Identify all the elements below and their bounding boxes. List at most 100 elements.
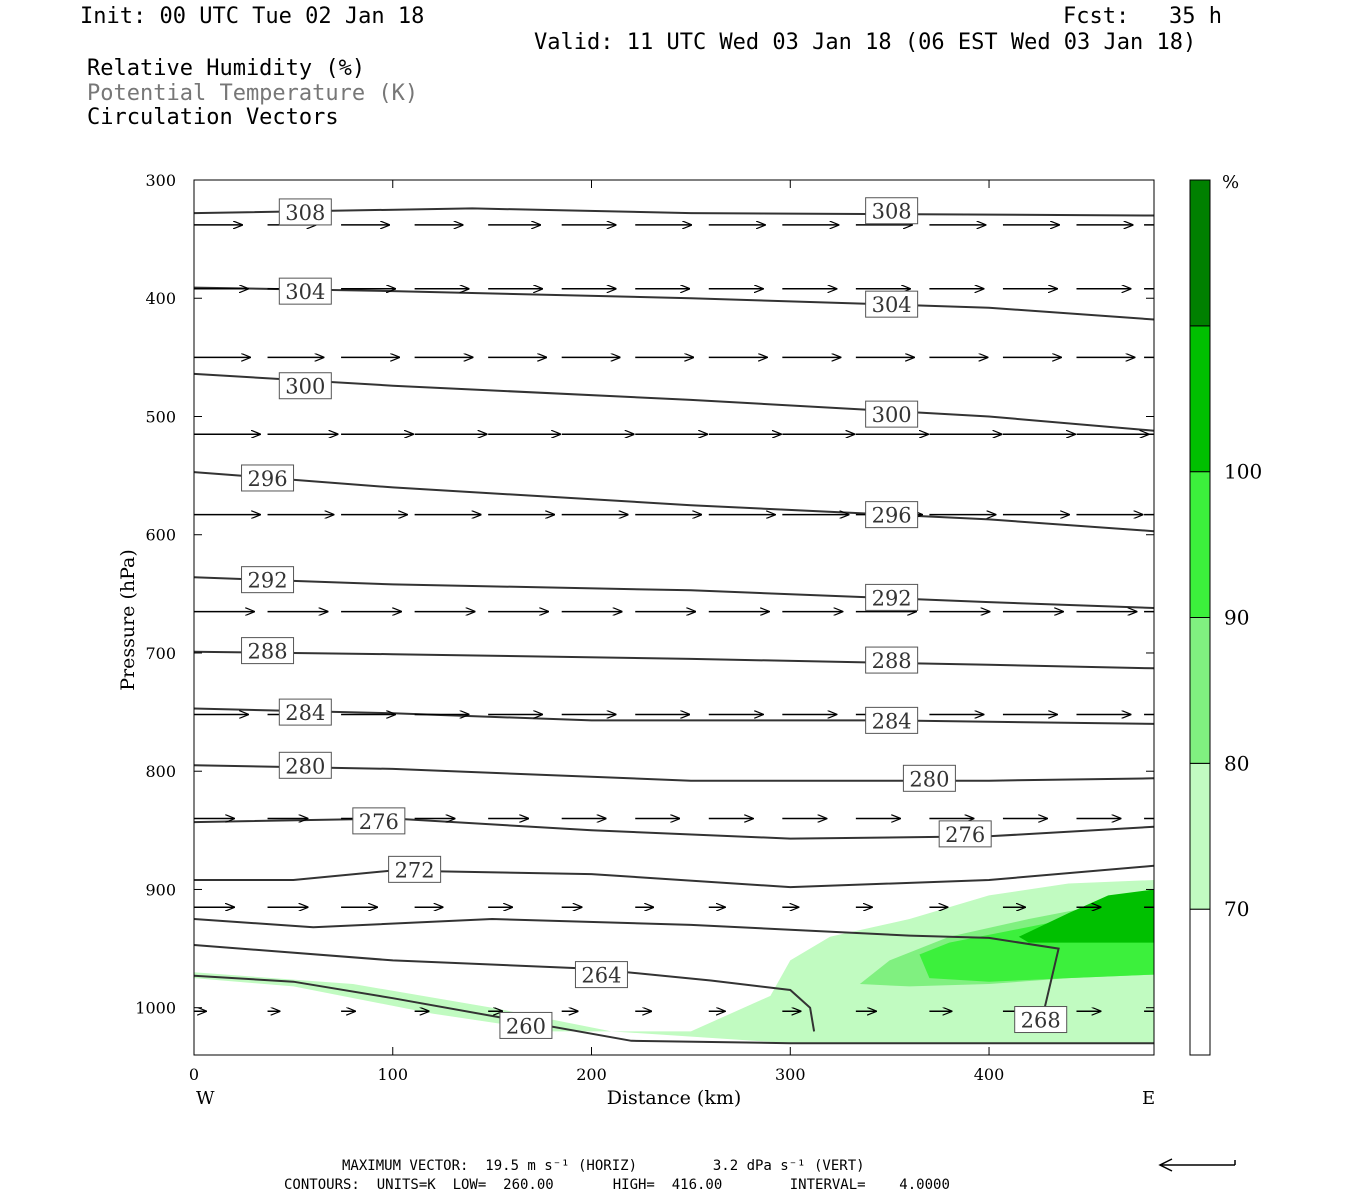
y-tick-label: 500 — [145, 407, 176, 426]
theta-label-268: 268 — [1014, 1006, 1068, 1034]
theta-contour-276 — [194, 817, 1154, 840]
theta-label-280: 280 — [902, 764, 956, 792]
rh-scale-label: 80 — [1224, 751, 1249, 775]
theta-label-264: 264 — [574, 961, 628, 989]
theta-label-284: 284 — [278, 698, 332, 726]
y-tick-label: 700 — [145, 644, 176, 663]
theta-label-296: 296 — [241, 464, 295, 492]
theta-label-text: 284 — [872, 709, 912, 733]
west-label: W — [196, 1088, 215, 1109]
theta-label-box — [574, 961, 628, 989]
rh-scale-label: 100 — [1224, 460, 1262, 484]
theta-label-text: 268 — [1021, 1009, 1061, 1033]
theta-label-text: 308 — [872, 200, 912, 224]
theta-label-box — [241, 464, 295, 492]
vector-layer — [194, 225, 1154, 1011]
theta-label-292: 292 — [865, 583, 919, 611]
theta-label-box — [865, 290, 919, 318]
theta-label-text: 304 — [872, 293, 912, 317]
theta-label-text: 304 — [285, 280, 325, 304]
theta-label-box — [865, 706, 919, 734]
theta-label-box — [278, 751, 332, 779]
rh-scale-label: 90 — [1224, 606, 1249, 630]
theta-contour-272 — [194, 864, 1154, 889]
theta-label-text: 264 — [581, 964, 621, 988]
theta-label-260: 260 — [499, 1011, 553, 1039]
theta-label-box — [241, 637, 295, 665]
rh-scale-layer: 70 80 90 100% — [1189, 172, 1262, 1056]
theta-label-box — [499, 1011, 553, 1039]
theta-label-300: 300 — [865, 400, 919, 428]
theta-label-text: 280 — [285, 754, 325, 778]
theta-contour-304 — [194, 286, 1154, 321]
theta-label-text: 284 — [285, 701, 325, 725]
theta-label-text: 292 — [872, 586, 912, 610]
y-tick-label: 1000 — [135, 999, 176, 1018]
east-label: E — [1142, 1088, 1155, 1109]
theta-label-292: 292 — [241, 566, 295, 594]
theta-label-288: 288 — [865, 646, 919, 674]
theta-contour-280 — [194, 764, 1154, 782]
rh-scale-box — [1189, 179, 1211, 327]
forecast-hour: Fcst: 35 h — [1063, 4, 1222, 29]
theta-label-box — [278, 277, 332, 305]
contour-label-layer: 308 308 304 304 300 300 296 296 292 292 288 288 284 2… — [241, 197, 1068, 1039]
theta-label-box — [938, 820, 992, 848]
theta-contour-292 — [194, 576, 1154, 609]
rh-scale-label: 70 — [1224, 897, 1249, 921]
theta-label-text: 276 — [359, 810, 399, 834]
theta-contour-264 — [194, 944, 816, 1032]
init-time: Init: 00 UTC Tue 02 Jan 18 — [80, 4, 425, 29]
rh-scale-box — [1189, 762, 1211, 910]
theta-label-304: 304 — [278, 277, 332, 305]
theta-label-280: 280 — [278, 751, 332, 779]
theta-label-box — [865, 501, 919, 529]
rh-scale-box — [1189, 617, 1211, 764]
theta-label-text: 296 — [872, 504, 912, 528]
theta-label-304: 304 — [865, 290, 919, 318]
rh-region-100 — [1018, 889, 1154, 943]
theta-label-276: 276 — [938, 820, 992, 848]
theta-label-text: 292 — [247, 569, 287, 593]
rh-scale-unit: % — [1222, 172, 1239, 193]
theta-label-300: 300 — [278, 372, 332, 400]
theta-contour-288 — [194, 650, 1154, 670]
y-tick-label: 600 — [145, 526, 176, 545]
y-tick-label: 900 — [145, 880, 176, 899]
y-tick-label: 300 — [145, 171, 176, 190]
theta-label-text: 288 — [247, 640, 287, 664]
x-tick-label: 0 — [189, 1065, 199, 1084]
theta-label-box — [865, 646, 919, 674]
theta-contour-308 — [194, 207, 1154, 217]
theta-label-text: 308 — [285, 201, 325, 225]
contours-note: CONTOURS: UNITS=K LOW= 260.00 HIGH= 416.… — [284, 1177, 950, 1193]
x-tick-label: 400 — [974, 1065, 1005, 1084]
theta-label-text: 276 — [945, 823, 985, 847]
rh-scale-box — [1189, 325, 1211, 473]
rh-scale-box — [1189, 471, 1211, 618]
theta-label-276: 276 — [352, 807, 406, 835]
theta-label-272: 272 — [388, 855, 442, 883]
theta-label-box — [278, 372, 332, 400]
theta-label-box — [241, 566, 295, 594]
theta-label-284: 284 — [865, 706, 919, 734]
field-theta: Potential Temperature (K) — [87, 81, 419, 106]
theta-contour-296 — [194, 471, 1154, 533]
theta-contour-268 — [194, 917, 1060, 1020]
field-rh: Relative Humidity (%) — [87, 56, 366, 81]
rh-region-70 — [194, 880, 1154, 1044]
theta-label-text: 260 — [506, 1014, 546, 1038]
y-axis-label: Pressure (hPa) — [117, 549, 139, 691]
axis-layer: 300 400 500 600 700 800 900 1000 0 100 200 300 400 — [135, 171, 1154, 1084]
theta-label-308: 308 — [865, 197, 919, 225]
theta-label-296: 296 — [865, 501, 919, 529]
rh-fill-layer — [194, 880, 1154, 1044]
theta-label-308: 308 — [278, 198, 332, 226]
y-tick-label: 800 — [145, 762, 176, 781]
x-tick-label: 100 — [377, 1065, 408, 1084]
x-tick-label: 300 — [775, 1065, 806, 1084]
rh-scale-box — [1189, 908, 1211, 1056]
x-tick-label: 200 — [576, 1065, 607, 1084]
theta-label-box — [388, 855, 442, 883]
